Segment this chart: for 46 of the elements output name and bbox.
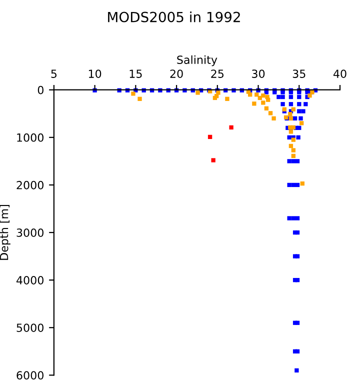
point — [291, 154, 296, 158]
y-tick-label: 1000 — [17, 133, 44, 142]
point — [216, 90, 220, 95]
point — [291, 125, 296, 130]
point — [291, 138, 296, 142]
point — [254, 92, 259, 97]
x-tick-label: 15 — [130, 70, 142, 78]
x-tick-label: 10 — [88, 70, 102, 78]
point — [261, 100, 266, 105]
y-tick-label: 5000 — [16, 324, 44, 332]
point — [196, 90, 200, 95]
x-tick-label: 5 — [51, 70, 57, 78]
point — [308, 93, 312, 98]
point — [266, 98, 270, 102]
point — [288, 130, 294, 134]
point — [291, 107, 296, 112]
point — [272, 116, 276, 120]
point — [225, 96, 230, 101]
x-tick-label: 20 — [170, 70, 183, 78]
x-axis-title: Salinity — [177, 55, 218, 66]
point — [291, 148, 296, 152]
point — [261, 93, 266, 98]
point — [288, 112, 292, 116]
point — [138, 96, 142, 101]
point — [288, 144, 294, 148]
x-tick-label: 35 — [292, 70, 306, 78]
x-tick-label: 40 — [333, 70, 346, 78]
point — [229, 125, 234, 130]
point — [131, 92, 136, 96]
point — [252, 102, 256, 106]
point — [300, 121, 304, 126]
y-axis-title: Depth [m] — [0, 205, 10, 260]
point — [264, 106, 269, 110]
chart-title: MODS2005 in 1992 — [108, 12, 240, 22]
y-tick-label: 4000 — [16, 276, 44, 284]
x-tick-label: 30 — [252, 70, 265, 78]
point — [208, 134, 212, 140]
y-tick-label: 3000 — [16, 228, 44, 237]
point — [211, 158, 216, 162]
point — [268, 111, 273, 116]
point — [248, 92, 252, 97]
point — [300, 181, 304, 186]
y-tick-label: 6000 — [16, 371, 44, 380]
y-tick-label: 2000 — [16, 180, 44, 190]
x-tick-label: 25 — [211, 70, 224, 78]
y-tick-label: 0 — [38, 86, 44, 94]
